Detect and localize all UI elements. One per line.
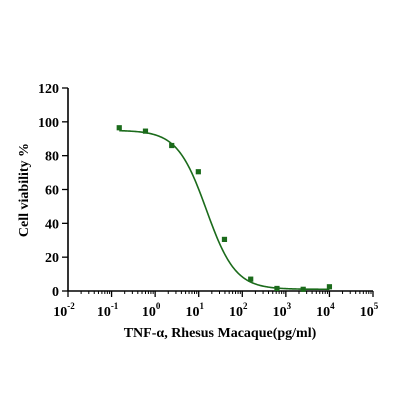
x-axis-title: TNF-α, Rhesus Macaque(pg/ml) <box>124 326 317 341</box>
y-tick-label: 80 <box>45 150 59 165</box>
axes: 0 20 40 60 80 100 120 10-2 10-1 100 101 102 103 104 10… <box>38 82 379 320</box>
x-tick-label: 102 <box>229 301 248 320</box>
x-tick-label: 10-2 <box>53 301 75 320</box>
x-tick-label: 103 <box>273 301 292 320</box>
data-point <box>142 128 149 134</box>
data-point <box>326 284 333 290</box>
x-tick-label: 101 <box>185 301 204 320</box>
data-point <box>116 125 122 131</box>
data-point <box>221 236 228 243</box>
fit-curve <box>119 129 330 291</box>
data-point <box>169 142 175 149</box>
x-tick-label: 10-1 <box>97 301 119 320</box>
data-points-layer <box>116 125 333 292</box>
y-tick-label: 0 <box>52 285 59 300</box>
x-tick-label: 104 <box>316 301 335 320</box>
x-tick-label: 105 <box>360 301 379 320</box>
y-tick-label: 120 <box>38 82 59 97</box>
y-tick-label: 40 <box>45 217 59 232</box>
y-tick-label: 20 <box>45 251 59 266</box>
data-point <box>300 286 306 292</box>
y-tick-label: 100 <box>38 116 59 131</box>
y-tick-label: 60 <box>45 184 59 199</box>
fit-curve-layer <box>119 129 330 291</box>
data-point <box>195 169 201 175</box>
data-point <box>248 276 254 282</box>
data-point <box>274 285 280 292</box>
x-tick-label: 100 <box>142 301 161 320</box>
y-axis-title: Cell viability % <box>17 143 32 237</box>
